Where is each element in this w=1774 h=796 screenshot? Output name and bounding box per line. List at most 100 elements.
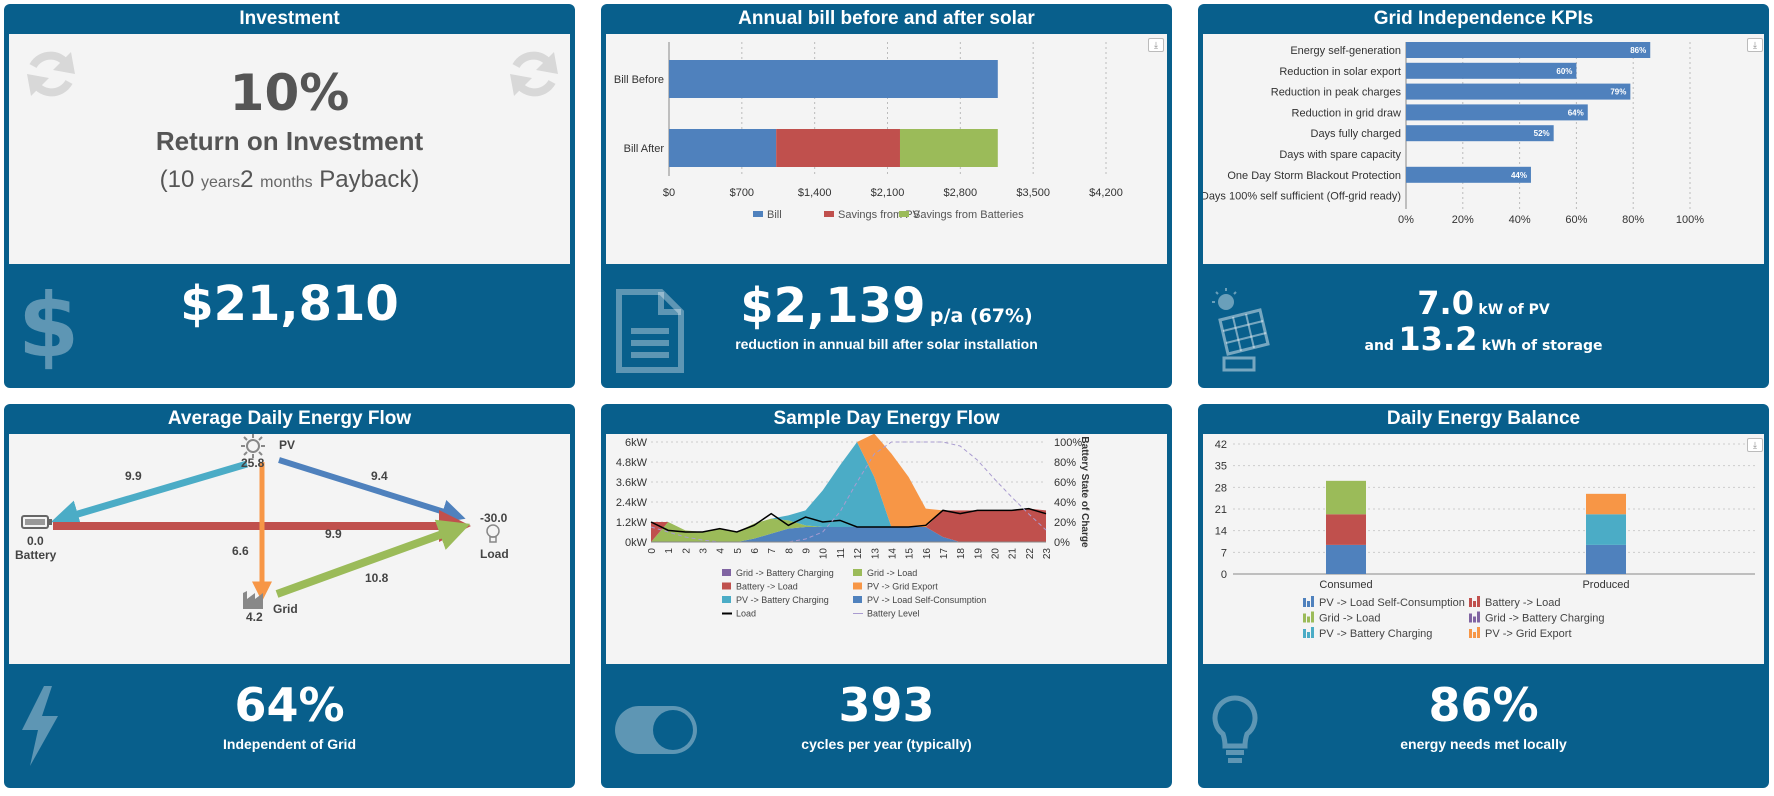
category-label: Days fully charged	[1311, 128, 1402, 140]
factory-icon	[243, 591, 263, 609]
kpi-bar	[1406, 42, 1651, 58]
download-icon[interactable]: ⤓	[1747, 438, 1763, 452]
load-label: Load	[480, 547, 509, 561]
data-label: 79%	[1610, 88, 1626, 97]
legend-swatch	[1311, 627, 1314, 638]
category-label: Energy self-generation	[1290, 45, 1401, 57]
bill-reduction-amount: $2,139	[740, 278, 926, 334]
bar-segment	[669, 60, 998, 98]
y-tick-label: 7	[1221, 547, 1227, 559]
kpi-bar	[1406, 62, 1577, 79]
x-tick-label: 9	[802, 548, 813, 554]
lightning-icon	[22, 686, 58, 766]
annual-bill-title: Annual bill before and after solar	[738, 8, 1035, 29]
grid-independence-pct: 64%	[234, 678, 345, 732]
battery-level-line	[650, 441, 1047, 543]
refresh-icon	[27, 51, 75, 97]
y-tick-label: 35	[1215, 461, 1227, 473]
flow-pv-grid-value: 6.6	[232, 544, 249, 558]
daily-balance-footer: 86% energy needs met locally	[1198, 664, 1769, 788]
grid-independence-caption: Independent of Grid	[223, 736, 356, 752]
annual-bill-chart: $0 $700 $1,400 $2,100 $2,800 $3,500 $4,200 Bill…	[614, 42, 1123, 221]
x-tick-label: $3,500	[1016, 187, 1050, 199]
y-tick-label: 21	[1215, 504, 1227, 516]
y-tick-label: 4.8kW	[616, 457, 648, 469]
refresh-icon	[510, 51, 558, 97]
y-tick-label: 6kW	[625, 437, 648, 449]
arrow-pv-load	[278, 457, 466, 523]
legend-label: Savings from Batteries	[913, 209, 1024, 221]
x-tick-label: $1,400	[798, 187, 832, 199]
load-line	[650, 507, 1047, 533]
grid-label: Grid	[273, 602, 298, 616]
storage-capacity-value: 13.2	[1398, 320, 1478, 358]
legend-label: PV -> Grid Export	[1485, 628, 1572, 640]
legend-label: PV -> Battery Charging	[1319, 628, 1432, 640]
x-tick-label: 5	[733, 548, 744, 554]
legend-swatch	[1469, 629, 1472, 638]
legend-swatch	[1303, 613, 1306, 623]
x-tick-label: 40%	[1509, 214, 1531, 226]
sample-day-footer: 393 cycles per year (typically)	[601, 664, 1172, 788]
x-tick-label: 13	[870, 548, 881, 560]
legend-swatch	[853, 569, 862, 576]
y-tick-label: 42	[1215, 439, 1227, 451]
y-right-tick-label: 40%	[1054, 497, 1076, 509]
y-right-tick-label: 60%	[1054, 477, 1076, 489]
payback-months-unit: months	[260, 174, 313, 191]
payback-months-num: 2	[240, 166, 261, 193]
x-tick-label: 2	[681, 548, 692, 554]
load-value: -30.0	[480, 511, 508, 525]
x-tick-label: 16	[922, 548, 933, 560]
pv-capacity-unit: kW of PV	[1478, 302, 1550, 318]
pv-capacity-value: 7.0	[1417, 284, 1474, 322]
y-tick-label: 3.6kW	[616, 477, 648, 489]
grid-value: 4.2	[246, 610, 263, 624]
category-label: Bill Before	[614, 74, 664, 86]
stacked-bar-segment	[1326, 514, 1366, 545]
legend-swatch	[722, 569, 731, 576]
legend-swatch	[1473, 616, 1476, 623]
sun-icon	[241, 434, 265, 458]
download-icon[interactable]: ⤓	[1148, 38, 1164, 52]
flow-pv-battery-value: 9.9	[125, 469, 142, 483]
x-tick-label: 12	[853, 548, 864, 560]
investment-card: Investment 10% Return on Investment (10 …	[4, 4, 575, 388]
legend-label: PV -> Load Self-Consumption	[1319, 597, 1465, 609]
flow-battery-load-value: 9.9	[325, 527, 342, 541]
download-icon[interactable]: ⤓	[1747, 38, 1763, 52]
legend-label: Battery -> Load	[1485, 597, 1561, 609]
category-label: Days 100% self sufficient (Off-grid read…	[1203, 191, 1401, 203]
x-tick-label: 19	[973, 548, 984, 560]
stacked-bar-segment	[1586, 514, 1626, 545]
energy-flow-footer: 64% Independent of Grid	[4, 664, 575, 788]
category-label: Bill After	[624, 143, 665, 155]
flow-pv-load-value: 9.4	[371, 469, 388, 483]
annual-bill-footer: $2,139 p/a (67%) reduction in annual bil…	[601, 264, 1172, 388]
legend-swatch	[1473, 601, 1476, 607]
legend-label: Grid -> Battery Charging	[1485, 613, 1605, 625]
energy-flow-diagram: PV 25.8 0.0 Battery -30.0 Load 4.2 Grid …	[9, 434, 570, 664]
y-right-tick-label: 80%	[1054, 457, 1076, 469]
energy-flow-arrows	[50, 457, 471, 602]
investment-body: 10% Return on Investment (10 years2 mont…	[9, 34, 570, 264]
lightbulb-icon	[1212, 695, 1258, 763]
x-tick-label: 18	[956, 548, 967, 560]
kpi-bar	[1406, 166, 1531, 183]
roi-label: Return on Investment	[155, 126, 424, 156]
legend-label: Load	[736, 609, 756, 619]
x-tick-label: $2,100	[871, 187, 905, 199]
met-locally-caption: energy needs met locally	[1400, 736, 1567, 752]
legend-label: Grid -> Load	[867, 568, 917, 578]
x-tick-label: 15	[905, 548, 916, 560]
sample-day-chart: 0kW 0% 1.2kW 20% 2.4kW 40% 3.6kW 60% 4.8kW 80% 6kW…	[616, 434, 1090, 619]
battery-icon	[21, 515, 52, 529]
legend-swatch	[753, 211, 763, 217]
payback-text: (10 years2 months Payback)	[9, 166, 570, 194]
payback-years-unit: years	[201, 174, 241, 191]
y-tick-label: 0kW	[625, 537, 648, 549]
investment-footer: $ $21,810	[4, 264, 575, 388]
legend-swatch	[1469, 613, 1472, 623]
x-tick-label: 100%	[1676, 214, 1704, 226]
cycles-value: 393	[838, 678, 935, 732]
